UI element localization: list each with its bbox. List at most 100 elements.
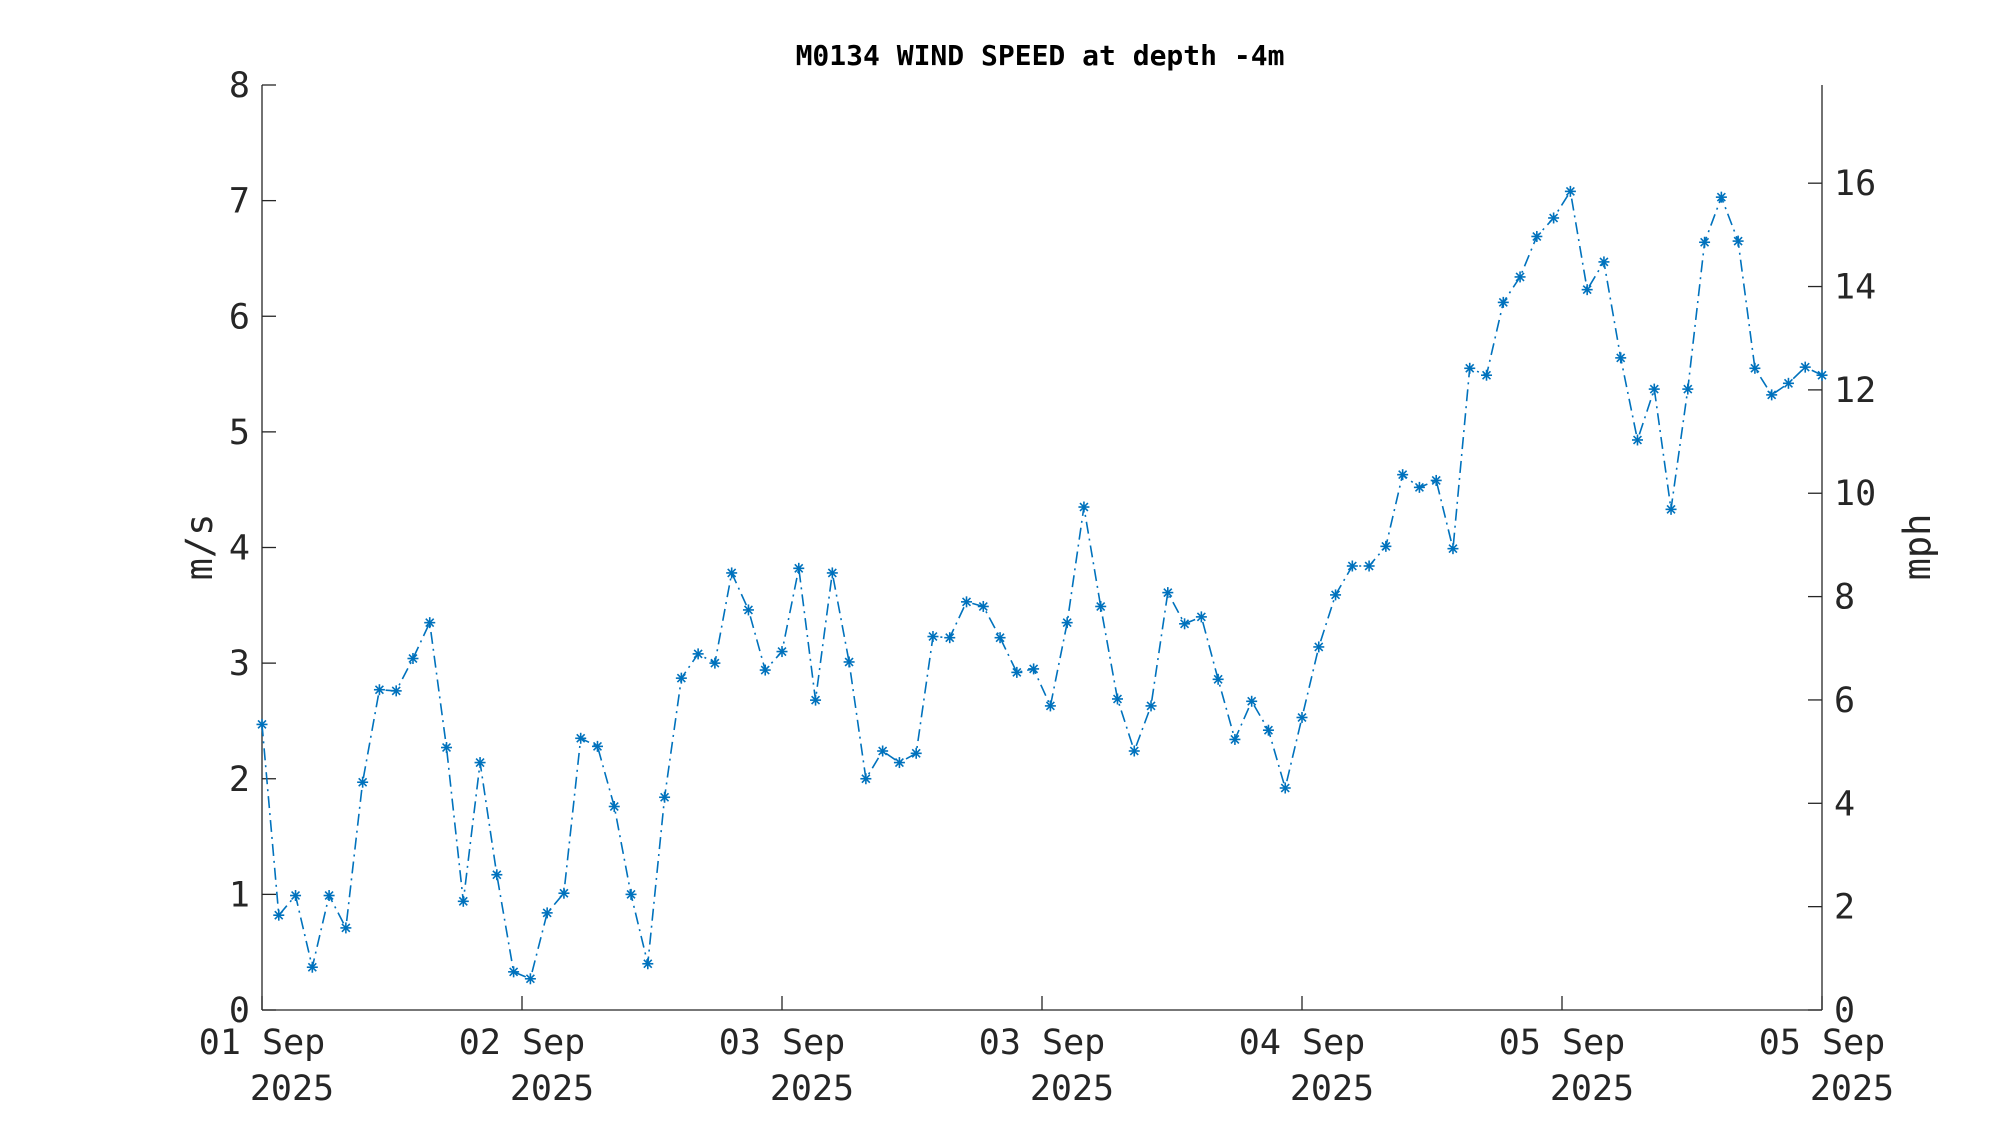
data-point-marker	[1195, 611, 1207, 623]
chart-title: M0134 WIND SPEED at depth -4m	[796, 39, 1285, 72]
data-point-marker	[1044, 700, 1056, 712]
data-point-marker	[1766, 389, 1778, 401]
x-tick-label-date: 05 Sep	[1499, 1023, 1625, 1063]
data-point-marker	[709, 657, 721, 669]
data-point-marker	[944, 632, 956, 644]
data-point-marker	[759, 664, 771, 676]
right-tick-label: 2	[1834, 888, 1855, 928]
left-tick-label: 0	[229, 991, 250, 1031]
x-tick-label-year: 2025	[1550, 1069, 1634, 1109]
left-tick-label: 2	[229, 760, 250, 800]
data-point-marker	[1447, 543, 1459, 555]
data-point-marker	[1631, 434, 1643, 446]
data-point-marker	[1028, 663, 1040, 675]
data-point-marker	[826, 567, 838, 579]
right-axis-ticks: 0 2 4 6 8 10 12 14 16	[1808, 164, 1876, 1031]
x-tick-label-year: 2025	[250, 1069, 334, 1109]
data-point-marker	[306, 961, 318, 973]
left-tick-label: 6	[229, 297, 250, 337]
left-axis-ticks: 0 1 2 3 4 5 6 7 8	[229, 66, 276, 1031]
series-wind-speed	[256, 185, 1828, 985]
data-point-marker	[893, 757, 905, 769]
x-tick-label-date: 05 Sep	[1759, 1023, 1885, 1063]
right-tick-label: 14	[1834, 268, 1876, 308]
right-tick-label: 6	[1834, 681, 1855, 721]
x-tick-label-year: 2025	[1290, 1069, 1374, 1109]
data-point-marker	[1648, 383, 1660, 395]
data-point-marker	[675, 672, 687, 684]
right-tick-label: 4	[1834, 784, 1855, 824]
data-point-marker	[1229, 733, 1241, 745]
data-point-marker	[407, 653, 419, 664]
data-point-marker	[1782, 377, 1794, 389]
data-point-marker	[323, 890, 335, 902]
left-tick-label: 8	[229, 66, 250, 106]
left-axis-label: m/s	[178, 514, 221, 581]
data-point-marker	[1430, 474, 1442, 486]
data-point-marker	[810, 694, 822, 706]
data-point-marker	[843, 656, 855, 668]
data-point-marker	[1078, 501, 1090, 513]
data-point-marker	[340, 922, 352, 934]
data-point-marker	[1715, 191, 1727, 203]
left-tick-label: 7	[229, 182, 250, 222]
data-point-marker	[1397, 469, 1409, 481]
data-point-marker	[1464, 362, 1476, 374]
data-point-marker	[1262, 724, 1274, 736]
data-point-marker	[1162, 587, 1174, 599]
data-point-marker	[524, 973, 536, 985]
left-tick-label: 4	[229, 529, 250, 569]
data-point-marker	[1363, 560, 1375, 572]
data-point-marker	[1061, 617, 1073, 629]
right-tick-label: 0	[1834, 991, 1855, 1031]
data-point-marker	[1179, 618, 1191, 630]
x-tick-label-year: 2025	[510, 1069, 594, 1109]
data-point-marker	[373, 684, 385, 696]
data-point-marker	[1296, 711, 1308, 723]
data-point-marker	[1346, 560, 1358, 572]
data-point-marker	[1111, 693, 1123, 705]
data-point-marker	[877, 745, 889, 757]
data-point-marker	[1246, 695, 1258, 707]
data-point-marker	[273, 909, 285, 921]
data-point-marker	[1313, 641, 1325, 653]
data-point-marker	[290, 890, 302, 902]
data-point-marker	[625, 888, 637, 900]
right-tick-label: 16	[1834, 164, 1876, 204]
data-point-marker	[1799, 361, 1811, 373]
right-tick-label: 10	[1834, 474, 1876, 514]
data-point-marker	[642, 958, 654, 970]
data-point-marker	[608, 801, 620, 812]
data-point-marker	[776, 646, 788, 658]
data-point-marker	[1145, 700, 1157, 712]
data-point-marker	[591, 740, 603, 752]
data-point-marker	[1665, 503, 1677, 515]
x-tick-label-date: 03 Sep	[979, 1023, 1105, 1063]
data-point-marker	[1481, 369, 1493, 381]
plot-area	[261, 85, 1823, 1011]
data-point-marker	[910, 747, 922, 759]
data-point-marker	[860, 773, 872, 785]
left-tick-label: 5	[229, 413, 250, 453]
data-point-marker	[726, 567, 738, 579]
data-point-marker	[1330, 589, 1342, 601]
data-point-marker	[1598, 256, 1610, 268]
data-point-marker	[541, 907, 553, 919]
x-tick-label-year: 2025	[770, 1069, 854, 1109]
right-axis-label: mph	[1896, 514, 1939, 581]
data-point-marker	[1615, 352, 1627, 364]
data-point-marker	[659, 791, 671, 803]
left-tick-label: 3	[229, 644, 250, 684]
data-point-marker	[441, 742, 453, 754]
data-point-marker	[558, 887, 570, 899]
x-tick-label-year: 2025	[1810, 1069, 1894, 1109]
data-point-marker	[1548, 212, 1560, 224]
data-point-marker	[1699, 236, 1711, 248]
x-tick-label-date: 01 Sep	[199, 1023, 325, 1063]
x-tick-label-date: 03 Sep	[719, 1023, 845, 1063]
data-point-marker	[692, 648, 704, 660]
data-point-marker	[927, 631, 939, 643]
data-point-marker	[457, 895, 469, 907]
x-axis-ticks: 01 Sep 2025 02 Sep 2025 03 Sep 2025 03 Sep 2025…	[199, 996, 1894, 1109]
